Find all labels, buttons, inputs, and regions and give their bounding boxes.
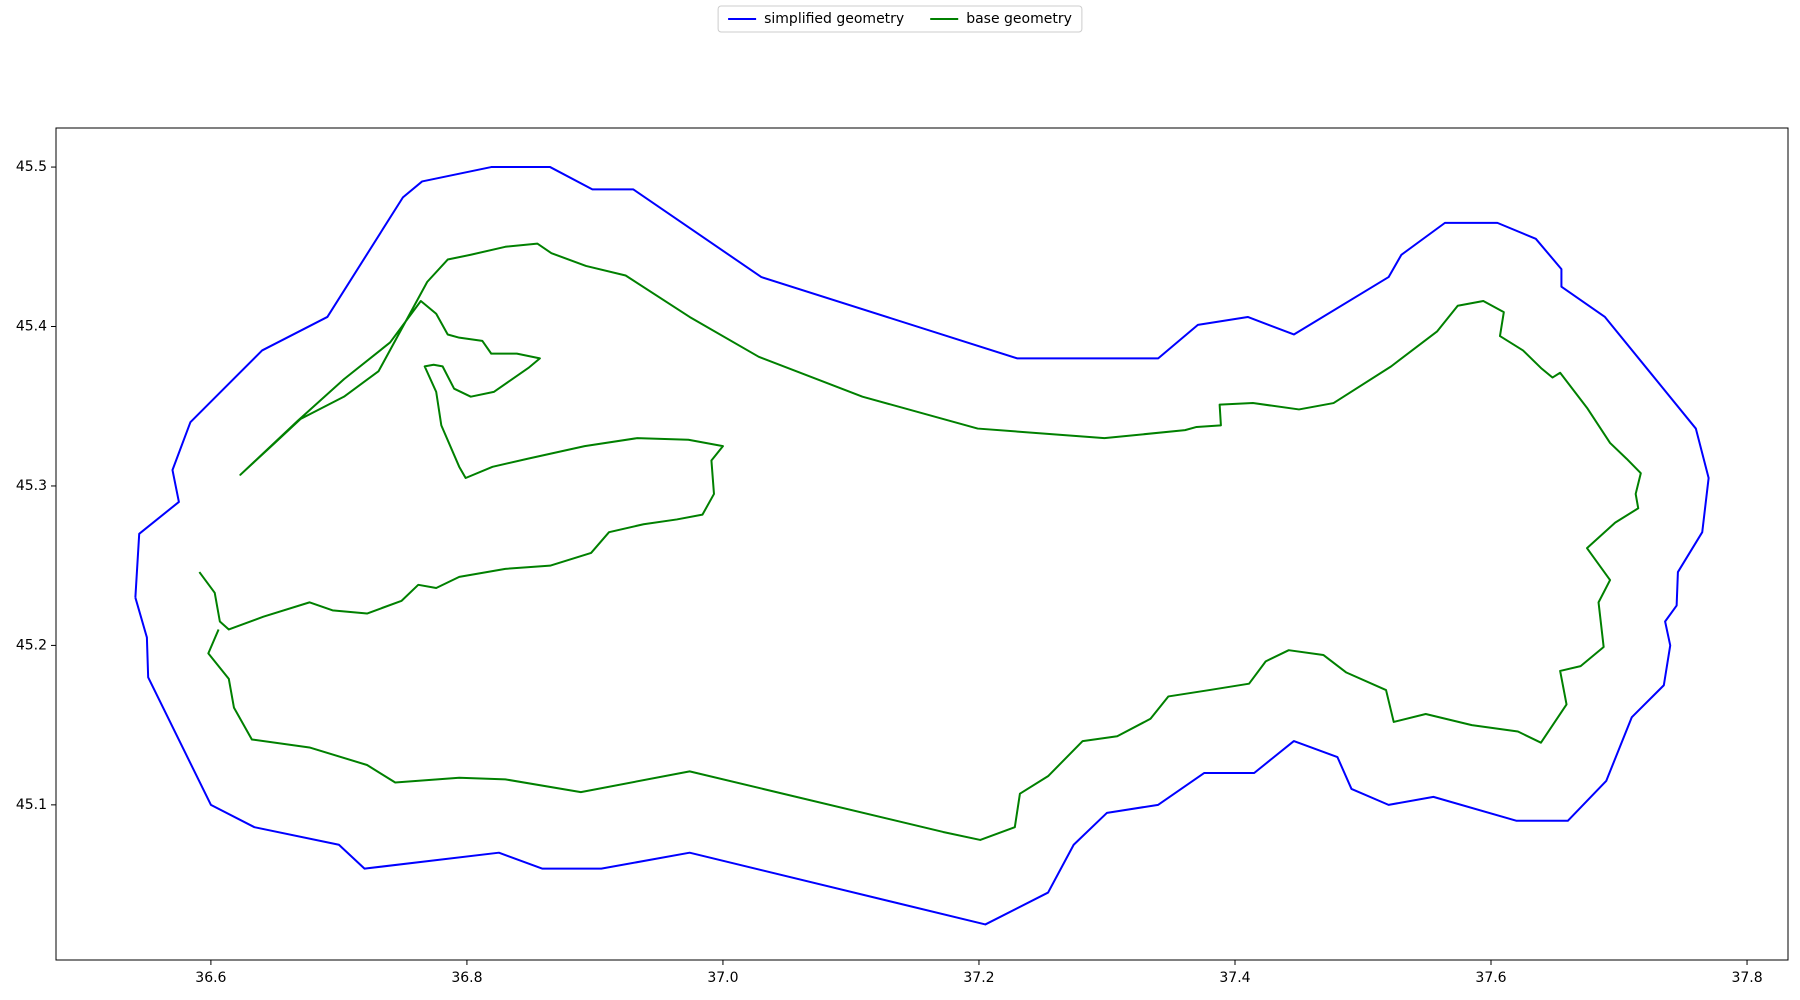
legend-box xyxy=(717,5,1083,33)
x-tick-label: 37.2 xyxy=(963,970,994,986)
x-tick-label: 37.4 xyxy=(1219,970,1250,986)
y-tick-label: 45.3 xyxy=(16,478,47,494)
x-tick-label: 36.6 xyxy=(195,970,226,986)
y-tick-label: 45.1 xyxy=(16,797,47,813)
series-line xyxy=(198,242,1642,841)
x-tick-label: 37.0 xyxy=(707,970,738,986)
y-tick-label: 45.4 xyxy=(16,319,47,335)
legend-label: simplified geometry xyxy=(764,11,904,27)
legend: simplified geometry base geometry xyxy=(717,5,1083,33)
plot-area xyxy=(55,127,1789,961)
x-tick-label: 37.6 xyxy=(1475,970,1506,986)
y-tick-label: 45.5 xyxy=(16,159,47,175)
y-tick-label: 45.2 xyxy=(16,637,47,653)
legend-label: base geometry xyxy=(966,11,1072,27)
x-tick-label: 37.8 xyxy=(1731,970,1762,986)
series-line xyxy=(134,166,1710,926)
x-tick-label: 36.8 xyxy=(451,970,482,986)
